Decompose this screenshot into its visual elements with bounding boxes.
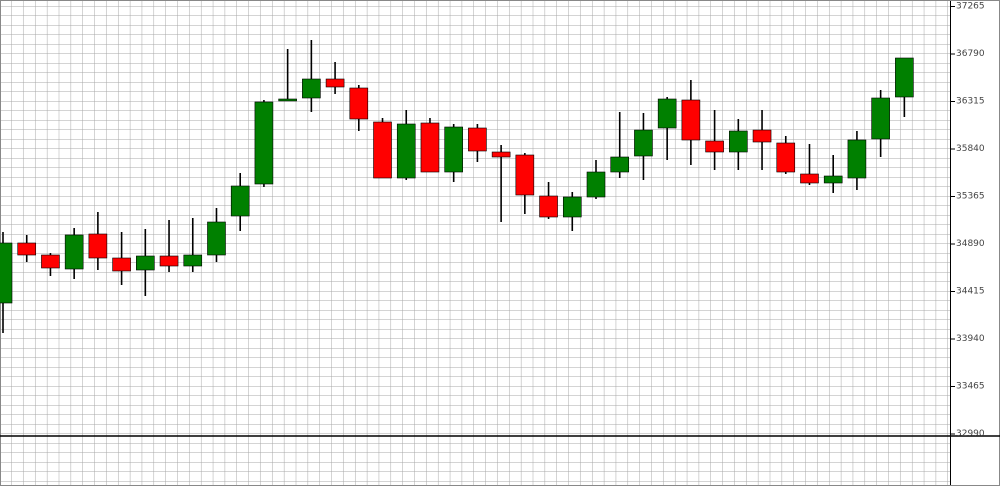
minor-grid <box>0 0 950 486</box>
y-tick-label: 35840 <box>956 144 985 154</box>
y-tick-label: 36790 <box>956 49 985 59</box>
candle-body <box>681 99 701 141</box>
y-tick-label: 33940 <box>956 334 985 344</box>
y-tick-label: 34415 <box>956 287 985 297</box>
y-tick-label: 34890 <box>956 239 985 249</box>
candle-body <box>634 129 653 157</box>
candle-body <box>254 101 274 185</box>
candle-body <box>776 142 796 173</box>
candle-body <box>302 78 321 99</box>
candle-body <box>0 242 13 304</box>
candle-body <box>515 154 535 196</box>
candle-body <box>88 233 108 259</box>
candle-body <box>230 185 250 217</box>
candle-body <box>278 98 297 102</box>
candle-body <box>468 127 487 152</box>
candle-body <box>112 257 131 272</box>
candle-body <box>41 254 60 269</box>
candle-body <box>562 196 582 218</box>
candle-body <box>64 234 84 270</box>
candle-body <box>491 151 511 158</box>
candle-body <box>729 130 748 153</box>
axis-panel <box>950 0 1000 486</box>
candle-body <box>586 171 606 198</box>
y-tick-label: 35365 <box>956 192 985 202</box>
y-tick-label: 36315 <box>956 97 985 107</box>
candle-body <box>396 123 416 179</box>
candle-body <box>871 97 890 140</box>
candle-body <box>705 140 724 153</box>
candle-body <box>136 255 155 271</box>
candle-body <box>823 175 843 184</box>
candle-body <box>373 121 392 179</box>
candle-body <box>752 129 772 143</box>
candle-body <box>420 122 440 173</box>
candle-body <box>847 139 867 179</box>
candle-body <box>349 87 369 120</box>
candle-body <box>444 126 463 173</box>
candle-body <box>800 173 819 184</box>
candle-body <box>657 98 677 129</box>
candle-body <box>325 78 345 88</box>
y-tick-label: 33465 <box>956 382 985 392</box>
candle-body <box>610 156 630 173</box>
y-tick-label: 32990 <box>956 429 985 439</box>
candle-body <box>183 254 203 267</box>
y-tick-label: 37265 <box>956 2 985 12</box>
candle-body <box>17 242 37 256</box>
candle-body <box>895 57 914 98</box>
candle-body <box>207 221 226 256</box>
candle-body <box>539 195 558 218</box>
candle-body <box>159 255 179 267</box>
